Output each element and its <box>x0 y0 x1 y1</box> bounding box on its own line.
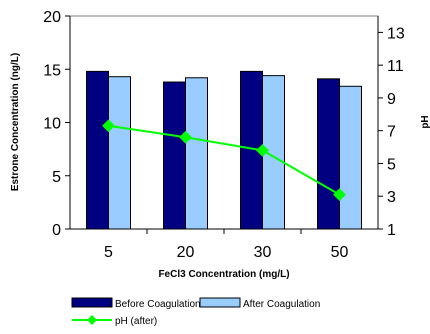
y2-tick-label: 1 <box>387 222 396 239</box>
x-axis-title: FeCl3 Concentration (mg/L) <box>158 269 289 280</box>
y2-axis-title: pH <box>420 115 430 128</box>
y2-tick-label: 11 <box>387 58 404 75</box>
y-tick-label: 15 <box>43 62 61 79</box>
ph-line-group <box>102 119 346 201</box>
y-tick-label: 0 <box>52 222 61 239</box>
legend-label-after: After Coagulation <box>243 299 320 310</box>
ph-point-30 <box>256 143 269 157</box>
y-axis-title: Estrone Concentration (ng/L) <box>10 53 21 191</box>
x-tick-label: 5 <box>104 244 113 261</box>
legend-label-ph: pH (after) <box>115 316 157 327</box>
x-tick-label: 30 <box>254 244 272 261</box>
legend: Before Coagulation After Coagulation pH … <box>71 297 320 327</box>
legend-label-before: Before Coagulation <box>115 299 201 310</box>
y2-tick-label: 5 <box>387 156 396 173</box>
legend-marker-ph <box>87 315 97 325</box>
y2-tick-label: 9 <box>387 91 396 108</box>
y-tick-label: 5 <box>52 169 61 186</box>
y2-tick-label: 3 <box>387 189 396 206</box>
bar-after-50 <box>339 85 362 230</box>
bar-before-50 <box>317 78 340 230</box>
bar-after-5 <box>108 76 131 230</box>
x-tick-label: 20 <box>177 244 195 261</box>
y2-tick-label: 13 <box>387 25 405 42</box>
x-tick-label: 50 <box>331 244 349 261</box>
legend-swatch-after <box>199 297 241 308</box>
ph-line <box>108 124 340 196</box>
y-tick-label: 20 <box>43 9 61 26</box>
ph-point-20 <box>179 130 192 144</box>
y2-tick-label: 7 <box>387 124 396 141</box>
bar-before-5 <box>86 70 109 230</box>
bar-before-20 <box>163 81 186 230</box>
y-tick-label: 10 <box>43 116 61 133</box>
legend-swatch-before <box>71 297 113 308</box>
bar-after-20 <box>185 77 208 230</box>
bar-group <box>86 70 362 230</box>
ph-point-50 <box>333 188 346 201</box>
